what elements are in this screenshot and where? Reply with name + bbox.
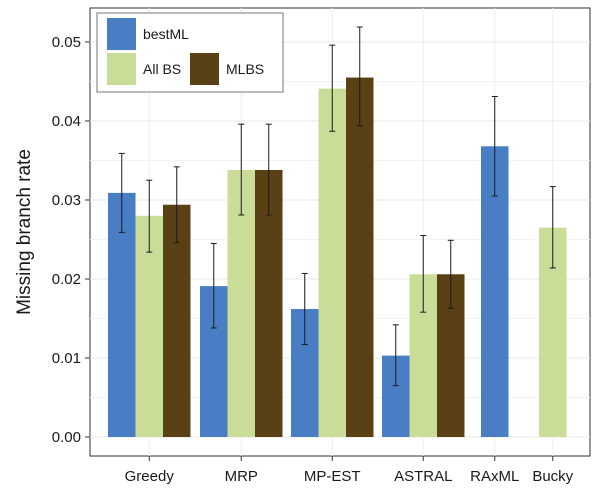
y-axis: 0.00 0.01 0.02 0.03 0.04 0.05 — [52, 34, 90, 446]
x-tick-label: Bucky — [532, 468, 573, 485]
y-tick-label: 0.00 — [52, 429, 81, 446]
error-bars — [118, 26, 556, 387]
bar — [135, 215, 163, 437]
y-tick-label: 0.05 — [52, 34, 81, 51]
legend-key — [190, 53, 219, 85]
bar — [318, 88, 346, 438]
x-tick-label: MRP — [225, 468, 258, 485]
bars — [108, 77, 567, 438]
legend-label: bestML — [143, 26, 189, 42]
legend-label: All BS — [143, 61, 181, 77]
legend: bestML All BS MLBS — [96, 12, 284, 93]
x-tick-label: MP-EST — [304, 468, 361, 485]
y-tick-label: 0.02 — [52, 271, 81, 288]
x-axis: Greedy MRP MP-EST ASTRAL RAxML Bucky — [125, 456, 574, 485]
legend-key — [107, 18, 136, 50]
bar — [346, 77, 374, 438]
legend-label: MLBS — [226, 61, 264, 77]
y-tick-label: 0.03 — [52, 192, 81, 209]
y-tick-label: 0.04 — [52, 113, 81, 130]
bar — [163, 204, 191, 437]
bar — [108, 192, 136, 437]
x-tick-label: RAxML — [470, 468, 519, 485]
x-tick-label: Greedy — [125, 468, 175, 485]
y-axis-title: Missing branch rate — [14, 149, 35, 315]
x-tick-label: ASTRAL — [394, 468, 452, 485]
legend-key — [107, 53, 136, 85]
y-tick-label: 0.01 — [52, 350, 81, 367]
